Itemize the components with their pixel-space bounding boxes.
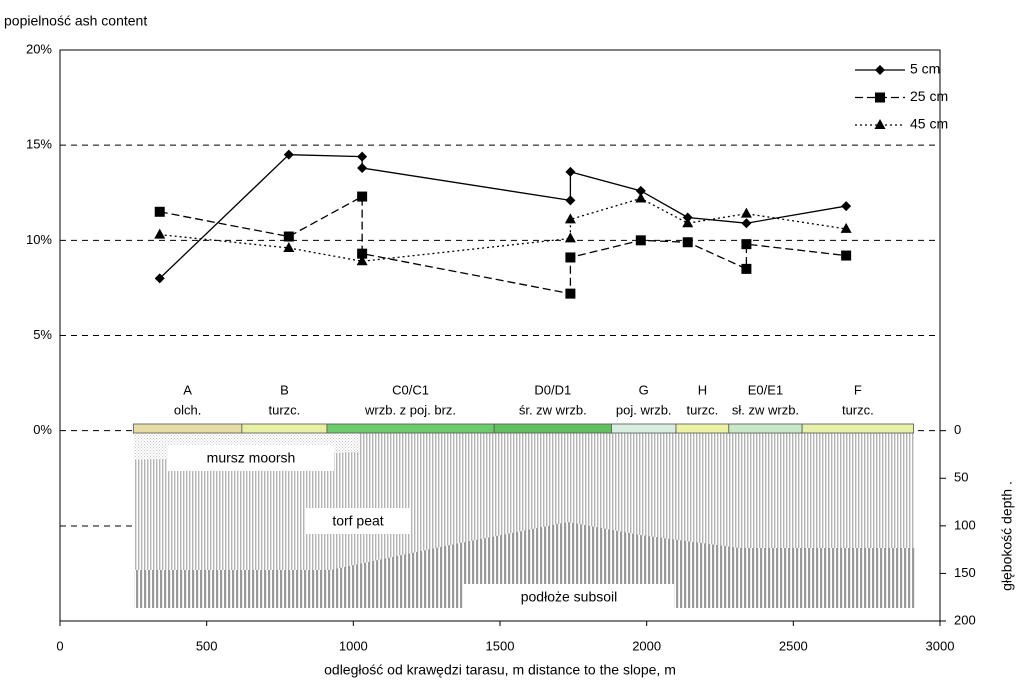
x-tick-label: 0	[56, 638, 63, 653]
y2-tick-label: 200	[954, 612, 976, 627]
zone-bar	[802, 424, 913, 433]
marker	[741, 239, 751, 249]
marker	[357, 192, 367, 202]
marker	[155, 207, 165, 217]
zone-code: C0/C1	[392, 382, 429, 397]
marker	[841, 251, 851, 261]
layer-label: torf peat	[332, 513, 383, 529]
marker	[683, 237, 693, 247]
legend-label: 45 cm	[910, 116, 948, 132]
zone-label: poj. wrzb.	[616, 402, 672, 417]
zone-label: turzc.	[269, 402, 301, 417]
y2-axis-title: głębokość depth .	[999, 481, 1015, 591]
zone-label: sł. zw wrzb.	[732, 402, 799, 417]
zone-code: H	[698, 382, 707, 397]
x-tick-label: 3000	[926, 638, 955, 653]
zone-label: olch.	[174, 402, 201, 417]
zone-bar	[327, 424, 494, 433]
y2-tick-label: 150	[954, 565, 976, 580]
x-tick-label: 1000	[339, 638, 368, 653]
marker	[565, 252, 575, 262]
x-axis-title: odległość od krawędzi tarasu, m distance…	[324, 662, 676, 678]
zone-label: turzc.	[842, 402, 874, 417]
y-tick-label: 20%	[26, 41, 52, 56]
zone-bar	[242, 424, 327, 433]
y-tick-label: 0%	[33, 422, 52, 437]
marker	[284, 232, 294, 242]
y2-tick-label: 100	[954, 517, 976, 532]
zone-code: G	[639, 382, 649, 397]
zone-bar	[133, 424, 242, 433]
zone-bar	[611, 424, 676, 433]
marker	[741, 264, 751, 274]
y-tick-label: 10%	[26, 232, 52, 247]
zone-bar	[729, 424, 802, 433]
y-axis-title: popielność ash content	[4, 13, 147, 29]
zone-label: turzc.	[687, 402, 719, 417]
zone-label: wrzb. z poj. brz.	[364, 402, 456, 417]
marker	[565, 289, 575, 299]
zone-bar	[676, 424, 729, 433]
layer-label: podłoże subsoil	[521, 589, 618, 605]
x-tick-label: 2500	[779, 638, 808, 653]
legend-label: 5 cm	[910, 61, 940, 77]
zone-bar	[494, 424, 611, 433]
x-tick-label: 2000	[632, 638, 661, 653]
marker	[875, 93, 885, 103]
zone-code: F	[854, 382, 862, 397]
legend-label: 25 cm	[910, 88, 948, 104]
y-tick-label: 5%	[33, 327, 52, 342]
y2-tick-label: 0	[954, 422, 961, 437]
zone-label: śr. zw wrzb.	[519, 402, 587, 417]
zone-code: B	[280, 382, 289, 397]
x-tick-label: 500	[196, 638, 218, 653]
y-tick-label: 15%	[26, 137, 52, 152]
x-tick-label: 1500	[486, 638, 515, 653]
marker	[636, 235, 646, 245]
chart: popielność ash content odległość od kraw…	[0, 0, 1021, 684]
layer-label: mursz moorsh	[207, 450, 296, 466]
zone-code: E0/E1	[748, 382, 783, 397]
zone-code: D0/D1	[534, 382, 571, 397]
y2-tick-label: 50	[954, 470, 968, 485]
zone-code: A	[183, 382, 192, 397]
